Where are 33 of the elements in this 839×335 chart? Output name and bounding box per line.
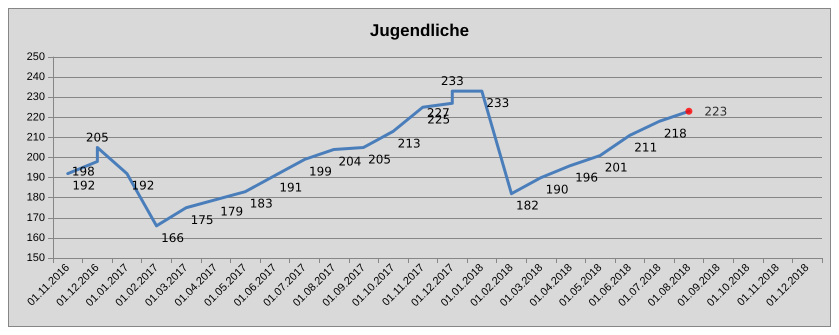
data-label: 196 xyxy=(575,170,598,185)
y-tick-label: 230 xyxy=(26,91,45,104)
data-label: 201 xyxy=(604,160,628,174)
data-label: 175 xyxy=(190,212,214,227)
y-tick-label: 170 xyxy=(26,212,45,224)
data-label: 233 xyxy=(440,74,464,88)
y-tick-label: 190 xyxy=(26,172,45,184)
data-label: 198 xyxy=(72,164,95,179)
data-label: 205 xyxy=(86,130,109,144)
y-tick-label: 220 xyxy=(26,111,45,124)
data-label: 233 xyxy=(486,96,510,110)
data-label: 190 xyxy=(546,182,568,197)
y-tick-label: 240 xyxy=(26,71,45,84)
data-label: 166 xyxy=(161,230,184,245)
data-label: 213 xyxy=(398,136,421,150)
data-label: 182 xyxy=(516,198,539,213)
data-label: 191 xyxy=(279,180,302,195)
y-tick-label: 250 xyxy=(26,51,45,63)
data-label: 211 xyxy=(634,140,658,154)
chart-title: Jugendliche xyxy=(370,21,470,40)
y-tick-label: 210 xyxy=(26,131,45,144)
y-tick-label: 200 xyxy=(26,152,45,164)
data-label: 179 xyxy=(220,204,244,219)
data-label: 205 xyxy=(368,152,392,166)
data-label: 199 xyxy=(308,164,332,179)
data-label: 183 xyxy=(250,196,273,211)
data-label: 218 xyxy=(664,126,687,140)
data-label: 223 xyxy=(704,104,728,118)
y-tick-label: 160 xyxy=(26,232,45,244)
data-label: 204 xyxy=(338,154,362,168)
y-tick-label: 180 xyxy=(26,192,45,204)
y-tick-label: 150 xyxy=(26,252,45,264)
data-label: 192 xyxy=(72,178,96,193)
